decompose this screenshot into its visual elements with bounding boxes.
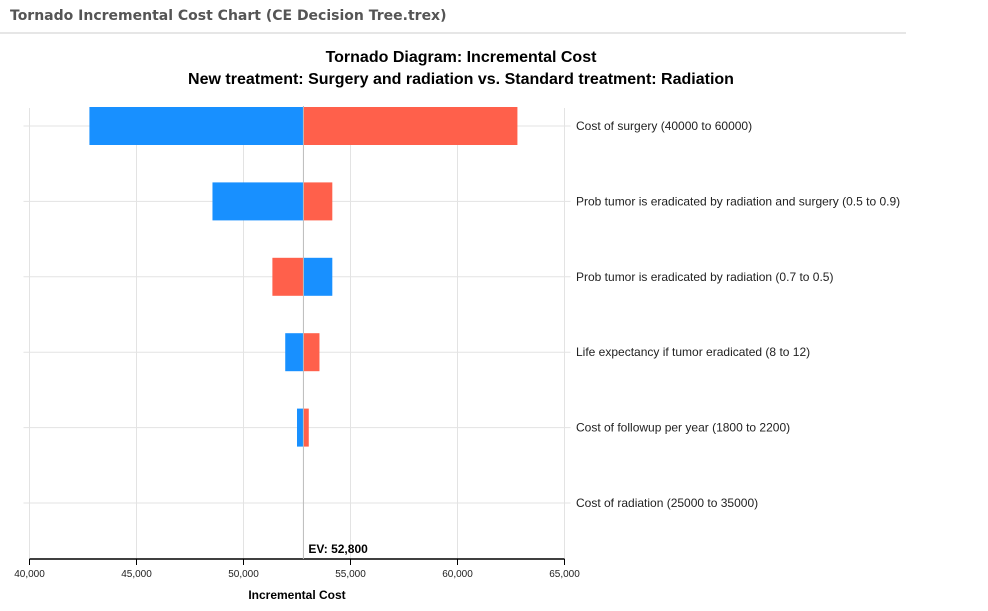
window-title: Tornado Incremental Cost Chart (CE Decis… xyxy=(10,8,447,24)
ev-label: EV: 52,800 xyxy=(308,542,368,556)
category-label: Prob tumor is eradicated by radiation (0… xyxy=(576,270,833,284)
x-tick-label: 40,000 xyxy=(14,569,45,580)
x-tick-label: 50,000 xyxy=(228,569,259,580)
x-tick-label: 65,000 xyxy=(549,569,580,580)
category-label: Cost of surgery (40000 to 60000) xyxy=(576,119,752,133)
x-tick-label: 60,000 xyxy=(442,569,473,580)
category-label: Cost of radiation (25000 to 35000) xyxy=(576,496,758,510)
chart-subtitle: New treatment: Surgery and radiation vs.… xyxy=(188,71,734,88)
chart-title: Tornado Diagram: Incremental Cost xyxy=(326,49,598,66)
high-bar xyxy=(303,182,333,221)
window-header: Tornado Incremental Cost Chart (CE Decis… xyxy=(0,0,906,34)
high-bar xyxy=(272,257,304,296)
category-label: Life expectancy if tumor eradicated (8 t… xyxy=(576,345,810,359)
low-bar xyxy=(297,408,304,447)
x-tick-label: 55,000 xyxy=(335,569,366,580)
high-bar xyxy=(303,333,320,372)
x-tick-label: 45,000 xyxy=(121,569,152,580)
x-axis-label: Incremental Cost xyxy=(248,588,345,602)
high-bar xyxy=(303,408,309,447)
category-label: Prob tumor is eradicated by radiation an… xyxy=(576,194,900,208)
category-label: Cost of followup per year (1800 to 2200) xyxy=(576,421,790,435)
low-bar xyxy=(303,257,333,296)
low-bar xyxy=(212,182,304,221)
low-bar xyxy=(89,107,304,145)
low-bar xyxy=(285,333,304,372)
high-bar xyxy=(303,107,518,145)
